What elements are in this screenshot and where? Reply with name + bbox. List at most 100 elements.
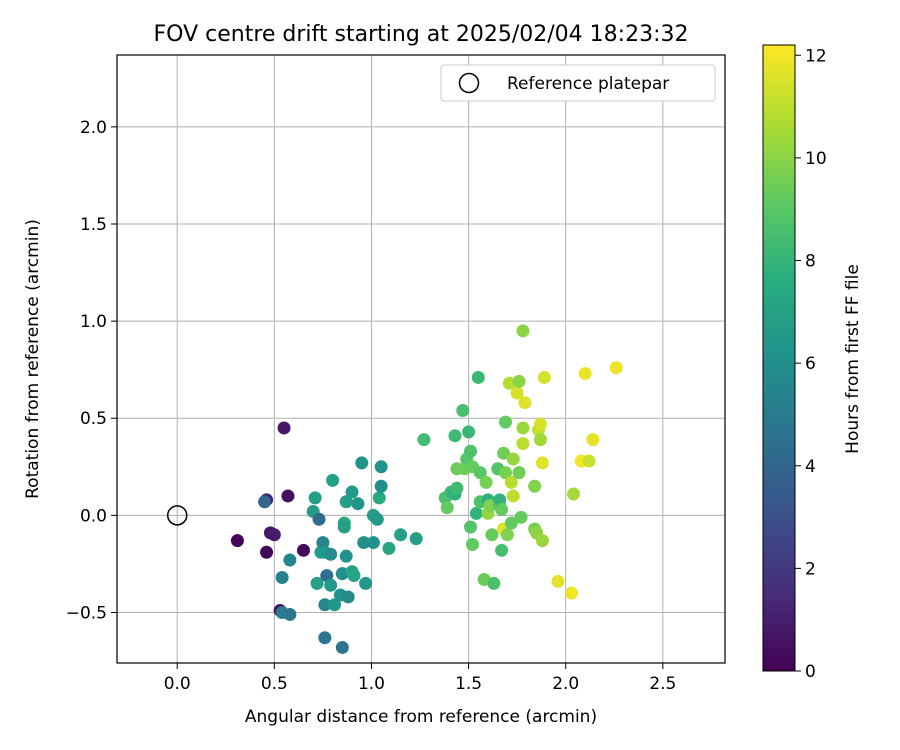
data-point xyxy=(359,576,373,590)
data-point xyxy=(465,538,479,552)
x-tick-label: 2.0 xyxy=(552,674,579,694)
data-point xyxy=(506,489,520,503)
legend-reference-marker xyxy=(458,72,480,94)
data-point xyxy=(464,444,478,458)
data-point xyxy=(370,512,384,526)
y-axis-ticks: −0.5 0.0 0.5 1.0 1.5 2.0 xyxy=(66,118,117,623)
data-point xyxy=(516,436,530,450)
data-point xyxy=(504,475,518,489)
data-point xyxy=(506,452,520,466)
data-point xyxy=(341,590,355,604)
data-point xyxy=(516,324,530,338)
data-point xyxy=(281,489,295,503)
data-point xyxy=(316,536,330,550)
data-point xyxy=(528,479,542,493)
data-point xyxy=(516,421,530,435)
data-point xyxy=(500,528,514,542)
data-point xyxy=(551,574,565,588)
data-point xyxy=(324,547,338,561)
colorbar: 0 2 4 6 8 10 12 Hours from first FF file xyxy=(762,44,863,682)
reference-marker-group xyxy=(166,505,188,526)
data-point xyxy=(487,576,501,590)
reference-platepar-marker xyxy=(166,505,188,526)
data-point xyxy=(345,485,359,499)
data-point xyxy=(296,543,310,557)
data-point xyxy=(565,586,579,600)
y-tick-label: −0.5 xyxy=(66,603,107,623)
data-point xyxy=(535,534,549,548)
data-point xyxy=(328,598,342,612)
data-point xyxy=(440,501,454,515)
data-point xyxy=(479,475,493,489)
data-point xyxy=(337,520,351,534)
data-point xyxy=(355,456,369,470)
x-tick-label: 0.0 xyxy=(164,674,191,694)
data-point xyxy=(275,571,289,585)
data-point xyxy=(382,541,396,555)
data-point xyxy=(318,631,332,645)
data-point xyxy=(230,534,244,548)
data-point xyxy=(609,361,623,375)
data-point xyxy=(339,549,353,563)
data-point xyxy=(260,545,274,559)
data-point xyxy=(483,499,497,513)
data-point xyxy=(473,466,487,480)
data-point xyxy=(498,466,512,480)
data-point xyxy=(326,473,340,487)
x-tick-label: 2.5 xyxy=(649,674,676,694)
legend-reference-label: Reference platepar xyxy=(507,74,669,94)
colorbar-tick-label: 4 xyxy=(805,457,816,477)
y-tick-label: 0.5 xyxy=(80,409,107,429)
x-tick-label: 1.0 xyxy=(358,674,385,694)
data-point xyxy=(258,495,272,509)
data-point xyxy=(566,487,580,501)
data-point xyxy=(351,497,365,511)
data-point xyxy=(324,578,338,592)
y-tick-label: 1.0 xyxy=(80,312,107,332)
legend-box xyxy=(440,64,716,102)
data-point xyxy=(498,415,512,429)
x-axis-label: Angular distance from reference (arcmin) xyxy=(245,707,597,727)
data-point xyxy=(485,528,499,542)
data-point xyxy=(310,576,324,590)
y-tick-label: 2.0 xyxy=(80,118,107,138)
data-point xyxy=(448,429,462,443)
data-point xyxy=(374,479,388,493)
data-point xyxy=(267,528,281,542)
chart-title: FOV centre drift starting at 2025/02/04 … xyxy=(154,22,689,47)
data-point xyxy=(450,481,464,495)
data-point xyxy=(582,454,596,468)
data-point xyxy=(462,425,476,439)
data-point xyxy=(533,433,547,447)
data-point xyxy=(335,640,349,654)
data-point xyxy=(347,569,361,583)
data-point xyxy=(512,466,526,480)
x-tick-label: 0.5 xyxy=(261,674,288,694)
data-point xyxy=(339,495,353,509)
data-point xyxy=(578,367,592,381)
data-point xyxy=(283,553,297,567)
data-point xyxy=(471,370,485,384)
data-point xyxy=(283,607,297,621)
data-point xyxy=(366,536,380,550)
y-axis-label: Rotation from reference (arcmin) xyxy=(23,219,43,499)
data-point xyxy=(318,598,332,612)
y-tick-label: 1.5 xyxy=(80,215,107,235)
x-axis-ticks: 0.0 0.5 1.0 1.5 2.0 2.5 xyxy=(164,663,676,694)
data-point xyxy=(469,506,483,520)
data-point xyxy=(312,512,326,526)
colorbar-tick-label: 0 xyxy=(805,662,816,682)
data-point xyxy=(409,532,423,546)
data-point xyxy=(537,370,551,384)
data-point xyxy=(277,421,291,435)
legend: Reference platepar xyxy=(440,64,716,102)
data-point xyxy=(335,567,349,581)
colorbar-tick-label: 12 xyxy=(805,46,827,66)
data-point xyxy=(514,510,528,524)
data-point xyxy=(417,433,431,447)
colorbar-tick-label: 6 xyxy=(805,354,816,374)
colorbar-tick-label: 10 xyxy=(805,149,827,169)
data-point xyxy=(357,536,371,550)
colorbar-tick-label: 8 xyxy=(805,252,816,272)
